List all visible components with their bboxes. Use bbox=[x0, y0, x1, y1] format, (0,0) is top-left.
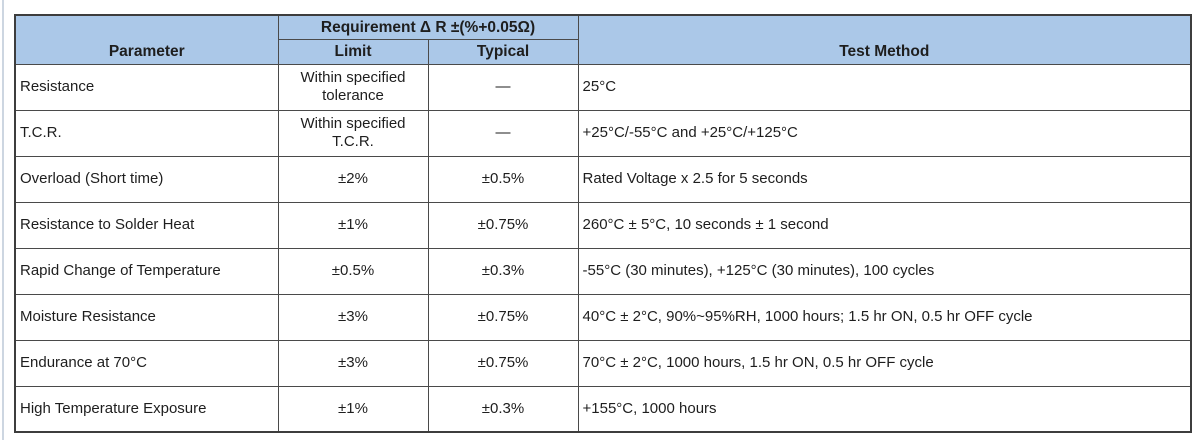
table-row: Resistance Within specified tolerance — … bbox=[14, 63, 1192, 111]
header-limit: Limit bbox=[277, 39, 429, 65]
table-row: Rapid Change of Temperature ±0.5% ±0.3% … bbox=[14, 247, 1192, 295]
limit-cell: ±3% bbox=[277, 339, 429, 387]
header-typical: Typical bbox=[427, 39, 579, 65]
table-row: Resistance to Solder Heat ±1% ±0.75% 260… bbox=[14, 201, 1192, 249]
parameter-cell: Resistance bbox=[14, 63, 279, 111]
table-row: Endurance at 70°C ±3% ±0.75% 70°C ± 2°C,… bbox=[14, 339, 1192, 387]
typical-cell: ±0.75% bbox=[427, 293, 579, 341]
limit-cell: ±3% bbox=[277, 293, 429, 341]
parameter-cell: Moisture Resistance bbox=[14, 293, 279, 341]
table-row: Overload (Short time) ±2% ±0.5% Rated Vo… bbox=[14, 155, 1192, 203]
header-requirement-group: Requirement Δ R ±(%+0.05Ω) bbox=[277, 14, 579, 41]
typical-cell: ±0.3% bbox=[427, 385, 579, 433]
limit-cell: ±1% bbox=[277, 201, 429, 249]
parameter-cell: Resistance to Solder Heat bbox=[14, 201, 279, 249]
typical-cell: ±0.5% bbox=[427, 155, 579, 203]
spec-table: Parameter Requirement Δ R ±(%+0.05Ω) Tes… bbox=[14, 14, 1193, 434]
test-method-cell: 70°C ± 2°C, 1000 hours, 1.5 hr ON, 0.5 h… bbox=[577, 339, 1192, 387]
test-method-cell: 40°C ± 2°C, 90%~95%RH, 1000 hours; 1.5 h… bbox=[577, 293, 1192, 341]
parameter-cell: High Temperature Exposure bbox=[14, 385, 279, 433]
page-edge-line bbox=[2, 0, 4, 440]
test-method-cell: Rated Voltage x 2.5 for 5 seconds bbox=[577, 155, 1192, 203]
test-method-cell: 25°C bbox=[577, 63, 1192, 111]
test-method-cell: -55°C (30 minutes), +125°C (30 minutes),… bbox=[577, 247, 1192, 295]
header-parameter: Parameter bbox=[14, 14, 279, 65]
typical-cell: ±0.75% bbox=[427, 339, 579, 387]
table-row: T.C.R. Within specified T.C.R. — +25°C/-… bbox=[14, 109, 1192, 157]
parameter-cell: Endurance at 70°C bbox=[14, 339, 279, 387]
test-method-cell: +155°C, 1000 hours bbox=[577, 385, 1192, 433]
typical-cell: — bbox=[427, 109, 579, 157]
parameter-cell: Overload (Short time) bbox=[14, 155, 279, 203]
table-row: Moisture Resistance ±3% ±0.75% 40°C ± 2°… bbox=[14, 293, 1192, 341]
parameter-cell: T.C.R. bbox=[14, 109, 279, 157]
limit-cell: ±1% bbox=[277, 385, 429, 433]
header-row-group: Parameter Requirement Δ R ±(%+0.05Ω) Tes… bbox=[14, 14, 1192, 65]
limit-cell: Within specified tolerance bbox=[277, 63, 429, 111]
typical-cell: ±0.75% bbox=[427, 201, 579, 249]
typical-cell: — bbox=[427, 63, 579, 111]
header-row-sub: Limit Typical bbox=[15, 39, 1191, 65]
test-method-cell: +25°C/-55°C and +25°C/+125°C bbox=[577, 109, 1192, 157]
parameter-cell: Rapid Change of Temperature bbox=[14, 247, 279, 295]
header-test-method: Test Method bbox=[577, 14, 1192, 65]
test-method-cell: 260°C ± 5°C, 10 seconds ± 1 second bbox=[577, 201, 1192, 249]
limit-cell: Within specified T.C.R. bbox=[277, 109, 429, 157]
limit-cell: ±0.5% bbox=[277, 247, 429, 295]
limit-cell: ±2% bbox=[277, 155, 429, 203]
typical-cell: ±0.3% bbox=[427, 247, 579, 295]
table-row: High Temperature Exposure ±1% ±0.3% +155… bbox=[14, 385, 1192, 433]
